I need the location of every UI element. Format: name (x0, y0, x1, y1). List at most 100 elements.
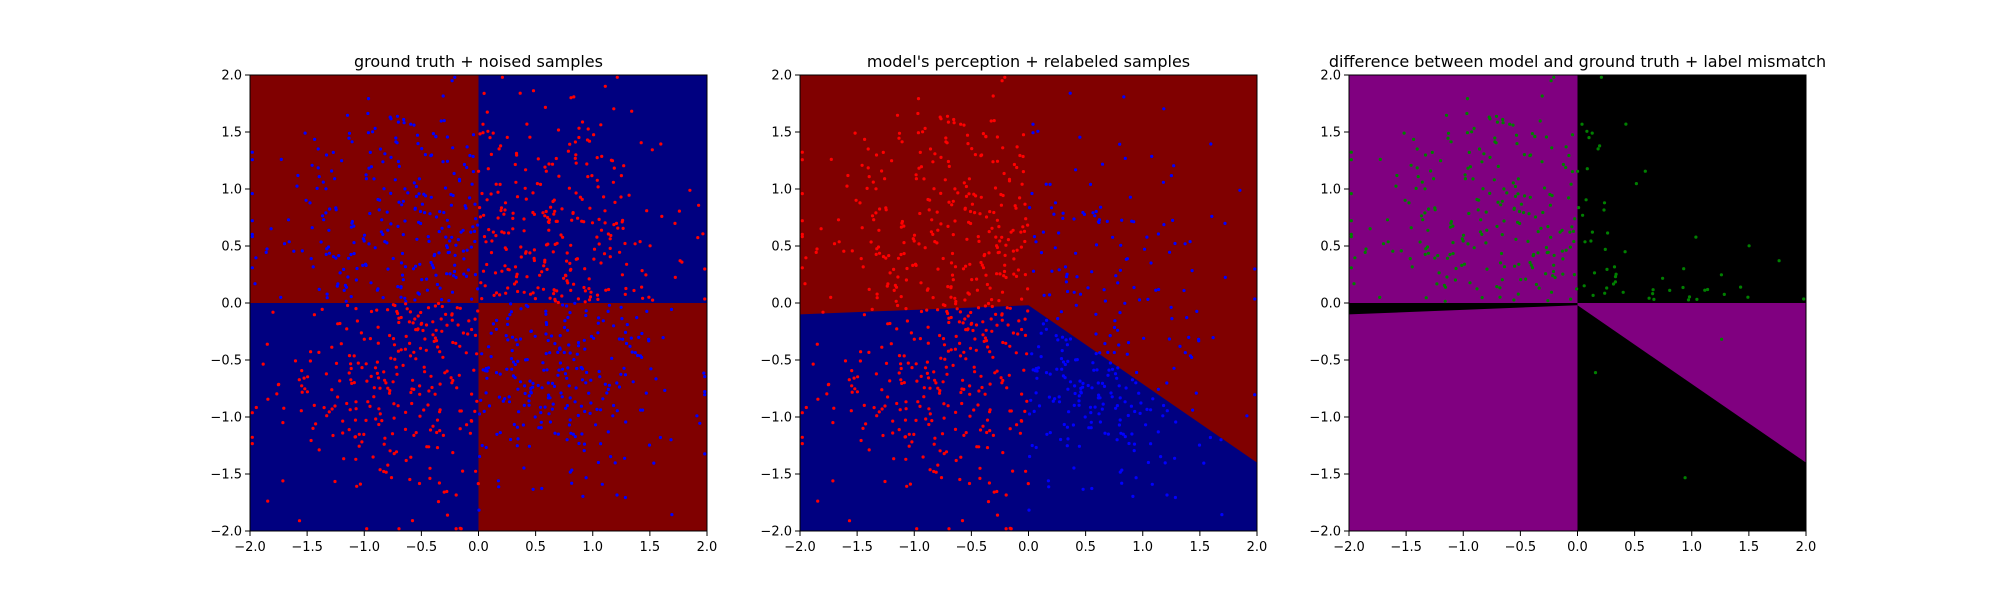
y-tick-label: −1.0 (210, 411, 242, 426)
scatter-point (981, 266, 986, 270)
scatter-point (904, 457, 908, 461)
scatter-point (1014, 351, 1018, 355)
scatter-point (1011, 249, 1016, 253)
scatter-point (1133, 409, 1137, 414)
scatter-point (378, 147, 383, 151)
scatter-point (387, 391, 392, 395)
scatter-point (1124, 257, 1128, 261)
scatter-point (357, 444, 361, 448)
scatter-point (1065, 272, 1069, 276)
scatter-point (899, 225, 904, 229)
scatter-point (1061, 211, 1065, 215)
scatter-point (1500, 233, 1504, 237)
scatter-point (1068, 337, 1073, 341)
scatter-point (508, 313, 512, 317)
scatter-point (438, 286, 442, 290)
scatter-point (408, 341, 412, 345)
scatter-point (968, 414, 972, 418)
scatter-point (1502, 187, 1506, 191)
scatter-point (403, 427, 408, 431)
scatter-point (582, 285, 586, 290)
scatter-point (623, 456, 627, 460)
scatter-point (1126, 413, 1130, 418)
scatter-point (324, 187, 328, 191)
scatter-point (987, 481, 992, 485)
scatter-point (489, 355, 493, 359)
scatter-point (525, 275, 529, 279)
scatter-point (1681, 285, 1685, 290)
scatter-point (498, 293, 502, 297)
scatter-point (389, 356, 393, 360)
scatter-point (377, 407, 381, 411)
scatter-point (1548, 192, 1552, 197)
scatter-point (590, 221, 595, 225)
scatter-point (561, 235, 565, 239)
scatter-point (559, 233, 563, 237)
scatter-point (320, 307, 324, 311)
scatter-point (619, 305, 623, 309)
scatter-point (445, 489, 449, 494)
scatter-point (1074, 168, 1078, 172)
scatter-point (703, 267, 707, 271)
scatter-point (353, 418, 358, 422)
scatter-point (545, 368, 549, 372)
scatter-point (1695, 297, 1699, 301)
scatter-point (1090, 486, 1094, 491)
scatter-point (1023, 409, 1027, 413)
scatter-point (630, 350, 634, 354)
scatter-point (1149, 442, 1153, 446)
scatter-point (418, 392, 422, 396)
scatter-point (944, 136, 948, 140)
scatter-point (995, 272, 999, 276)
x-tick-label: −0.5 (956, 540, 988, 555)
scatter-point (592, 336, 596, 340)
scatter-point (1018, 431, 1023, 435)
scatter-point (968, 346, 973, 350)
scatter-point (391, 380, 395, 384)
scatter-point (1448, 225, 1452, 229)
scatter-point (800, 219, 804, 223)
scatter-point (1602, 208, 1606, 212)
scatter-point (984, 215, 989, 219)
scatter-point (975, 277, 979, 281)
scatter-point (936, 228, 940, 232)
scatter-point (972, 408, 976, 412)
scatter-point (636, 353, 640, 358)
scatter-point (479, 398, 483, 402)
scatter-point (650, 148, 654, 152)
scatter-point (513, 362, 517, 367)
scatter-point (846, 173, 850, 178)
scatter-point (529, 329, 533, 333)
scatter-point (945, 372, 949, 376)
scatter-point (1349, 219, 1353, 223)
x-tick-label: 0.0 (1018, 540, 1039, 555)
scatter-point (440, 304, 444, 309)
scatter-point (1096, 381, 1100, 385)
scatter-point (538, 405, 543, 409)
scatter-point (1652, 297, 1656, 301)
scatter-point (1021, 133, 1026, 137)
scatter-point (976, 235, 980, 239)
scatter-point (856, 375, 860, 379)
scatter-point (1612, 265, 1617, 269)
scatter-point (430, 385, 434, 390)
scatter-point (1093, 214, 1097, 218)
scatter-point (829, 295, 833, 299)
scatter-point (570, 218, 574, 222)
scatter-point (1564, 145, 1568, 149)
scatter-point (1542, 186, 1547, 190)
scatter-point (325, 292, 329, 296)
scatter-point (985, 418, 990, 422)
scatter-point (1120, 481, 1124, 485)
scatter-point (1182, 288, 1186, 293)
scatter-point (412, 350, 416, 354)
scatter-point (1549, 235, 1553, 239)
scatter-point (1024, 469, 1028, 473)
scatter-point (903, 435, 908, 439)
scatter-point (436, 301, 441, 306)
scatter-point (1007, 177, 1012, 181)
scatter-point (978, 212, 982, 216)
scatter-point (1004, 527, 1008, 531)
scatter-point (1516, 220, 1520, 224)
scatter-point (1399, 249, 1403, 253)
